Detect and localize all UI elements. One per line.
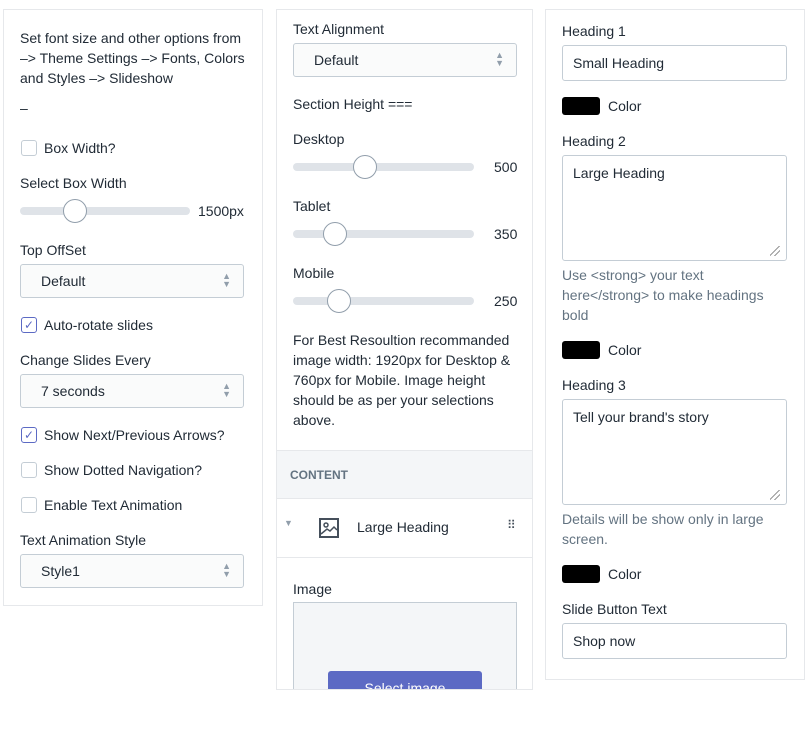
collapse-caret-icon[interactable]: ▼ [284,518,293,528]
desktop-height-slider[interactable] [293,155,474,179]
heading-3-color-label: Color [608,566,642,582]
select-image-button[interactable]: Select image [328,671,482,690]
arrows-label: Show Next/Previous Arrows? [44,427,225,443]
select-box-width-label: Select Box Width [20,175,127,191]
top-offset-select[interactable]: Default ▲ ▼ [20,264,244,298]
selected-value: Style1 [41,563,80,579]
box-width-checkbox[interactable] [21,140,37,156]
box-width-label: Box Width? [44,140,116,156]
image-icon [319,518,339,538]
tablet-value: 350 [494,226,518,242]
content-header-label: CONTENT [290,468,348,482]
heading-1-color-label: Color [608,98,642,114]
button-text-label: Slide Button Text [562,601,667,617]
image-picker: Select image [293,602,517,690]
heading-3-textarea[interactable]: Tell your brand's story [562,399,787,505]
slideshow-settings-panel: Set font size and other options from –> … [3,9,263,606]
select-arrows-icon: ▲ ▼ [222,381,231,399]
slider-thumb[interactable] [63,199,87,223]
input-value: Small Heading [573,55,665,71]
slider-thumb[interactable] [323,222,347,246]
top-offset-label: Top OffSet [20,242,86,258]
auto-rotate-checkbox[interactable]: ✓ [21,317,37,333]
box-width-value: 1500px [198,203,244,219]
alignment-select[interactable]: Default ▲ ▼ [293,43,517,77]
block-settings-panel: Heading 1 Small Heading Color Heading 2 … [545,9,805,680]
desktop-value: 500 [494,159,518,175]
mobile-height-slider[interactable] [293,289,474,313]
auto-rotate-label: Auto-rotate slides [44,317,153,333]
change-every-label: Change Slides Every [20,352,151,368]
textarea-value: Large Heading [573,165,665,181]
content-header: CONTENT [277,450,532,499]
tablet-height-slider[interactable] [293,222,474,246]
heading-1-input[interactable]: Small Heading [562,45,787,81]
selected-value: 7 seconds [41,383,105,399]
text-animation-label: Enable Text Animation [44,497,183,513]
heading-3-label: Heading 3 [562,377,626,393]
animation-style-select[interactable]: Style1 ▲ ▼ [20,554,244,588]
block-item-large-heading[interactable]: ▼ Large Heading ⠿ [277,498,532,558]
desktop-label: Desktop [293,131,345,147]
slider-thumb[interactable] [327,289,351,313]
image-label: Image [293,581,332,597]
select-arrows-icon: ▲ ▼ [222,561,231,579]
button-text-input[interactable]: Shop now [562,623,787,659]
arrows-checkbox[interactable]: ✓ [21,427,37,443]
heading-3-color-swatch[interactable] [562,565,600,583]
font-info-text: Set font size and other options from –> … [20,30,245,86]
textarea-value: Tell your brand's story [573,409,709,425]
heading-2-color-label: Color [608,342,642,358]
select-arrows-icon: ▲ ▼ [222,271,231,289]
drag-handle-icon[interactable]: ⠿ [507,518,516,532]
slider-thumb[interactable] [353,155,377,179]
heading-2-help: Use <strong> your text here</strong> to … [562,267,764,323]
heading-2-color-swatch[interactable] [562,341,600,359]
mobile-label: Mobile [293,265,335,281]
image-note: For Best Resoultion recommanded image wi… [293,332,511,428]
select-image-label: Select image [364,680,446,690]
mobile-value: 250 [494,293,518,309]
heading-2-textarea[interactable]: Large Heading [562,155,787,261]
box-width-slider[interactable] [20,199,190,223]
selected-value: Default [314,52,359,68]
alignment-label: Text Alignment [293,21,385,37]
heading-3-help: Details will be show only in large scree… [562,511,764,547]
dash-text: – [20,100,28,116]
section-height-label: Section Height === [293,96,413,112]
dots-checkbox[interactable] [21,462,37,478]
block-title: Large Heading [357,519,449,535]
resize-handle-icon[interactable] [770,246,780,256]
text-animation-checkbox[interactable] [21,497,37,513]
section-settings-panel: Text Alignment Default ▲ ▼ Section Height … [276,9,533,690]
heading-1-label: Heading 1 [562,23,626,39]
dots-label: Show Dotted Navigation? [44,462,202,478]
heading-2-label: Heading 2 [562,133,626,149]
input-value: Shop now [573,633,636,649]
heading-1-color-swatch[interactable] [562,97,600,115]
select-arrows-icon: ▲ ▼ [495,50,504,68]
animation-style-label: Text Animation Style [20,532,147,548]
selected-value: Default [41,273,86,289]
resize-handle-icon[interactable] [770,490,780,500]
change-every-select[interactable]: 7 seconds ▲ ▼ [20,374,244,408]
tablet-label: Tablet [293,198,331,214]
